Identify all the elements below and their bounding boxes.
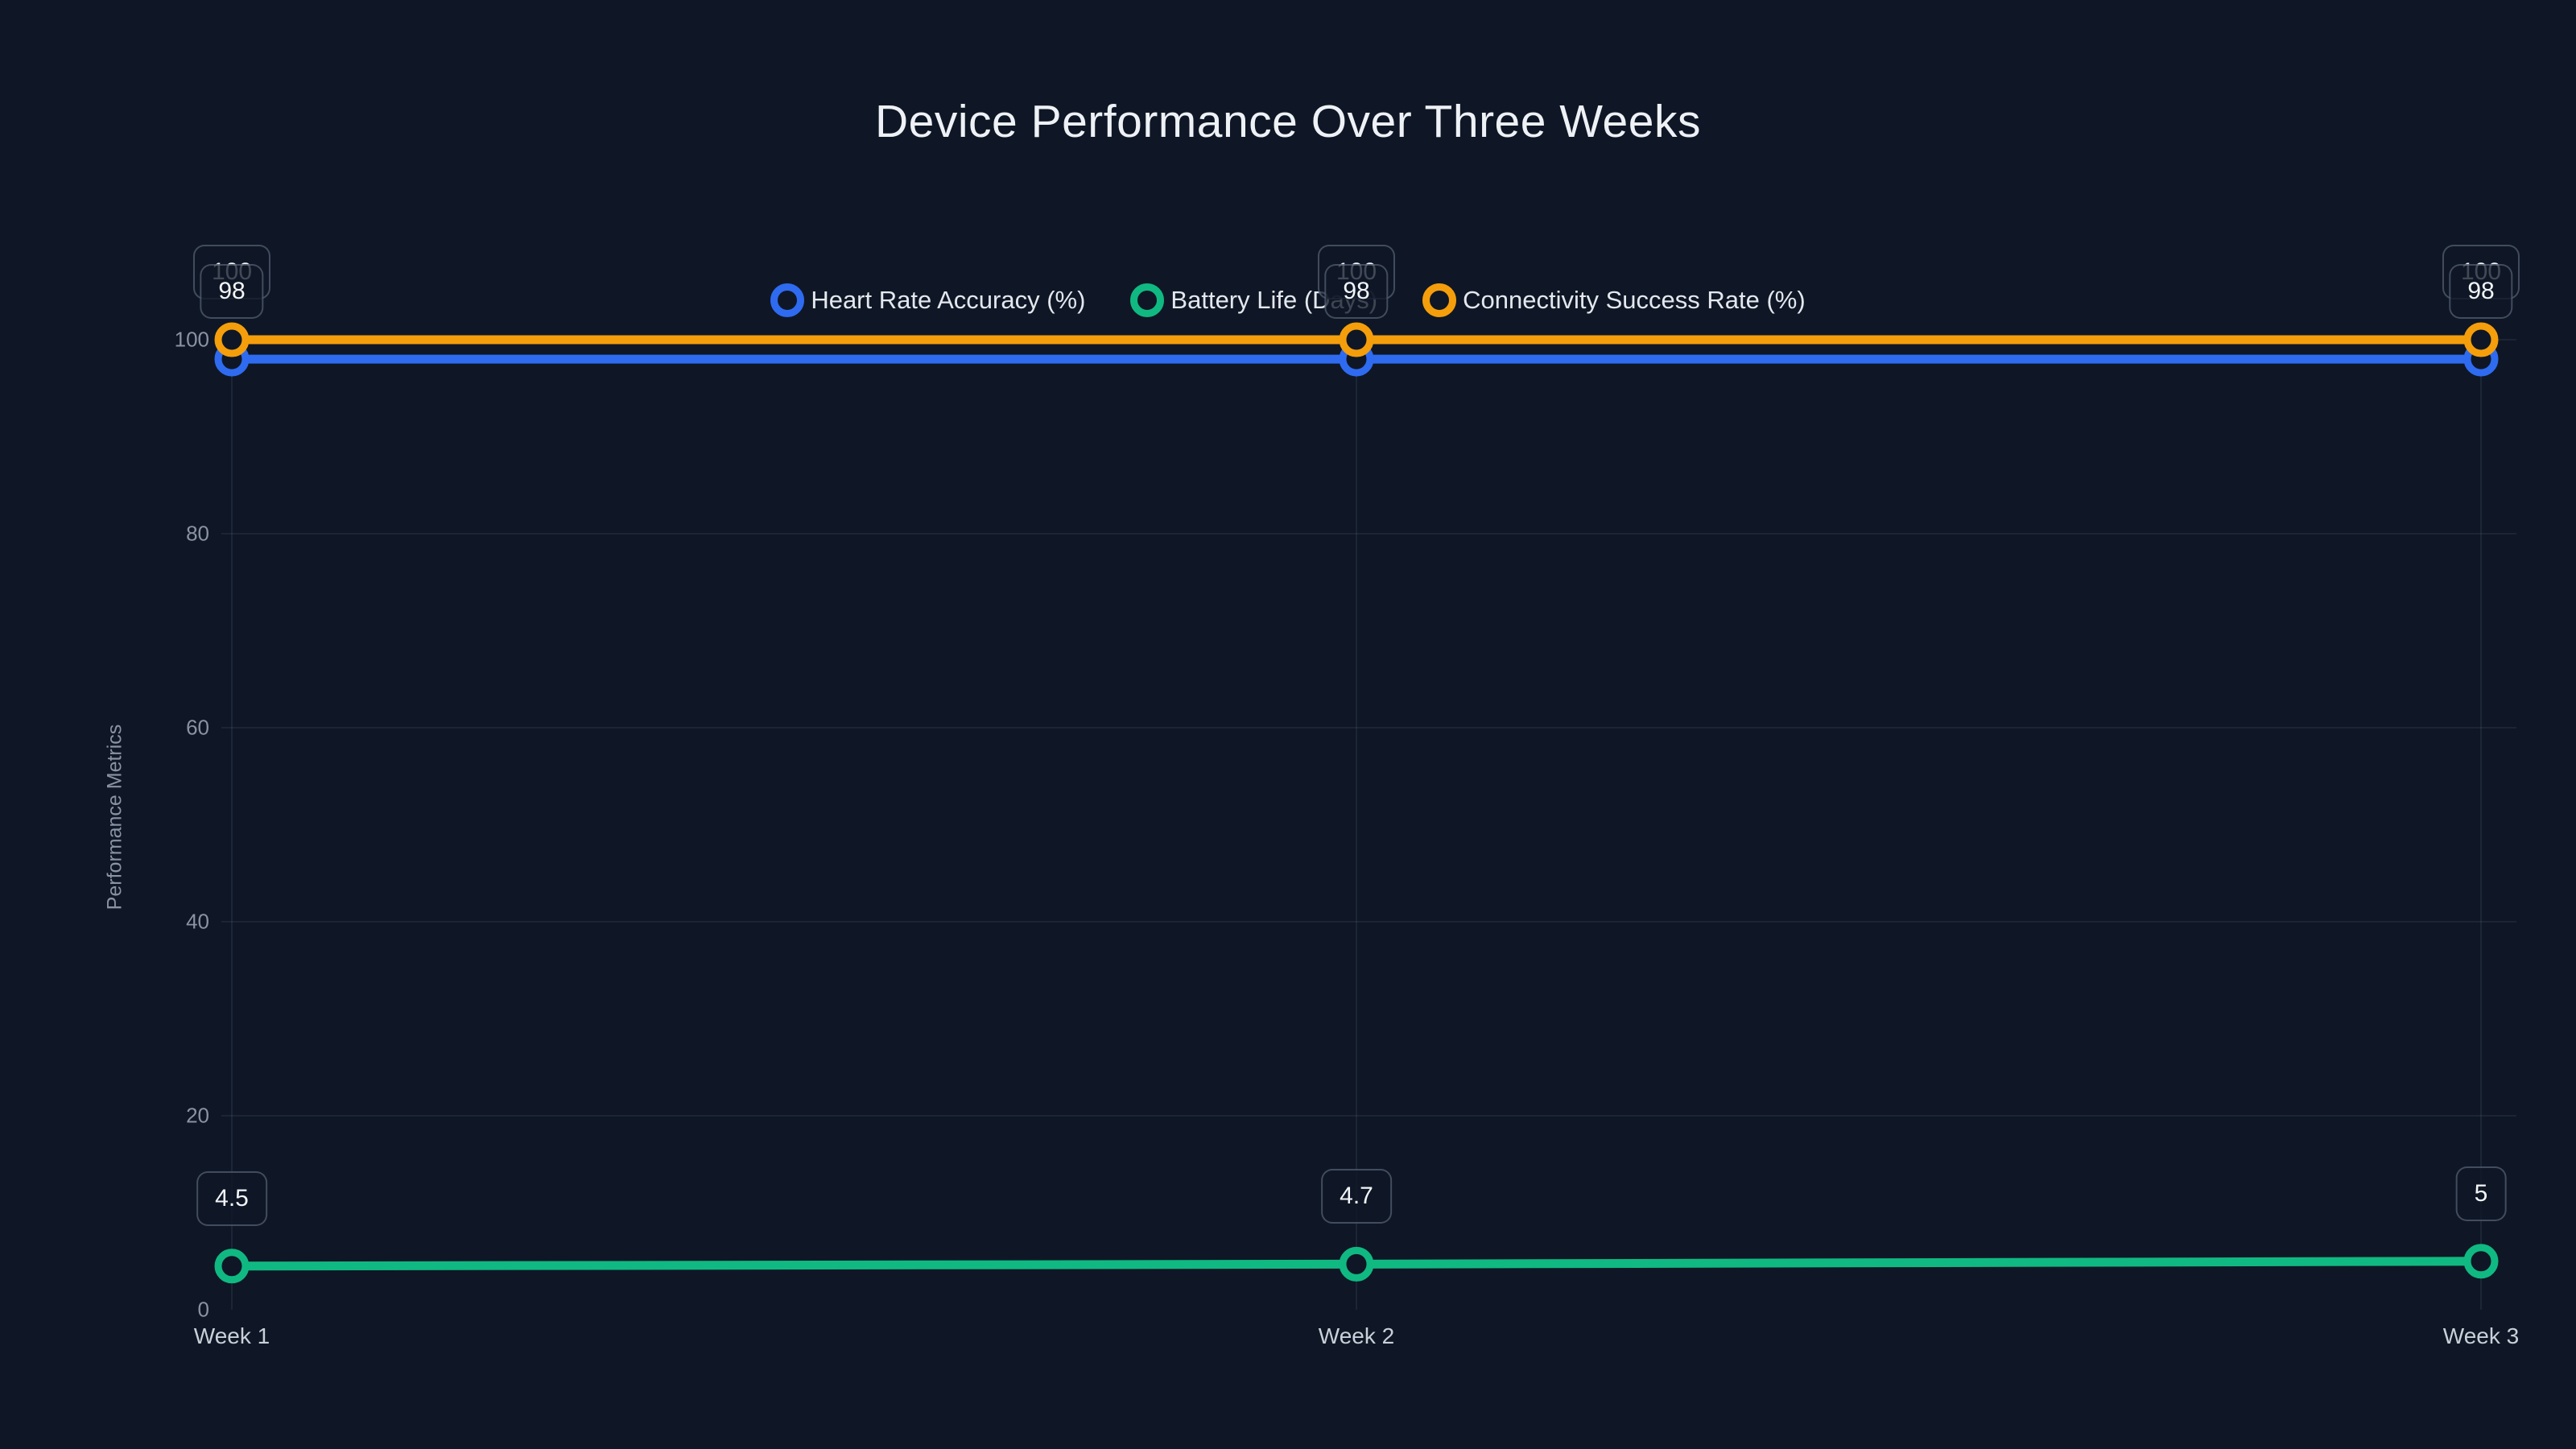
legend-item-1[interactable]: Battery Life (Days)	[1130, 283, 1377, 317]
legend-item-2[interactable]: Connectivity Success Rate (%)	[1422, 283, 1806, 317]
legend-marker-icon	[770, 283, 805, 317]
x-tick-label: Week 2	[1318, 1323, 1395, 1348]
legend-item-0[interactable]: Heart Rate Accuracy (%)	[770, 283, 1085, 317]
x-tick-label: Week 1	[193, 1323, 270, 1348]
data-point-marker[interactable]	[214, 1249, 250, 1284]
legend-label: Battery Life (Days)	[1170, 286, 1378, 314]
legend-label: Connectivity Success Rate (%)	[1463, 286, 1806, 314]
legend-marker-icon	[1130, 283, 1165, 317]
chart-title: Device Performance Over Three Weeks	[875, 96, 1701, 147]
y-tick-label: 60	[186, 715, 209, 740]
legend-marker-icon	[1422, 283, 1457, 317]
x-tick-label: Week 3	[2442, 1323, 2520, 1348]
y-tick-label: 80	[186, 521, 209, 546]
legend: Heart Rate Accuracy (%) Battery Life (Day…	[0, 283, 2576, 317]
y-tick-label: 20	[186, 1103, 209, 1128]
y-tick-label: 0	[197, 1297, 209, 1322]
y-tick-label: 100	[174, 327, 209, 352]
data-point-marker[interactable]	[2463, 1244, 2499, 1279]
data-point-marker[interactable]	[1339, 322, 1374, 357]
y-tick-label: 40	[186, 909, 209, 934]
data-point-marker[interactable]	[1339, 1246, 1374, 1282]
data-point-marker[interactable]	[2463, 322, 2499, 357]
data-point-marker[interactable]	[214, 322, 250, 357]
legend-label: Heart Rate Accuracy (%)	[811, 286, 1086, 314]
